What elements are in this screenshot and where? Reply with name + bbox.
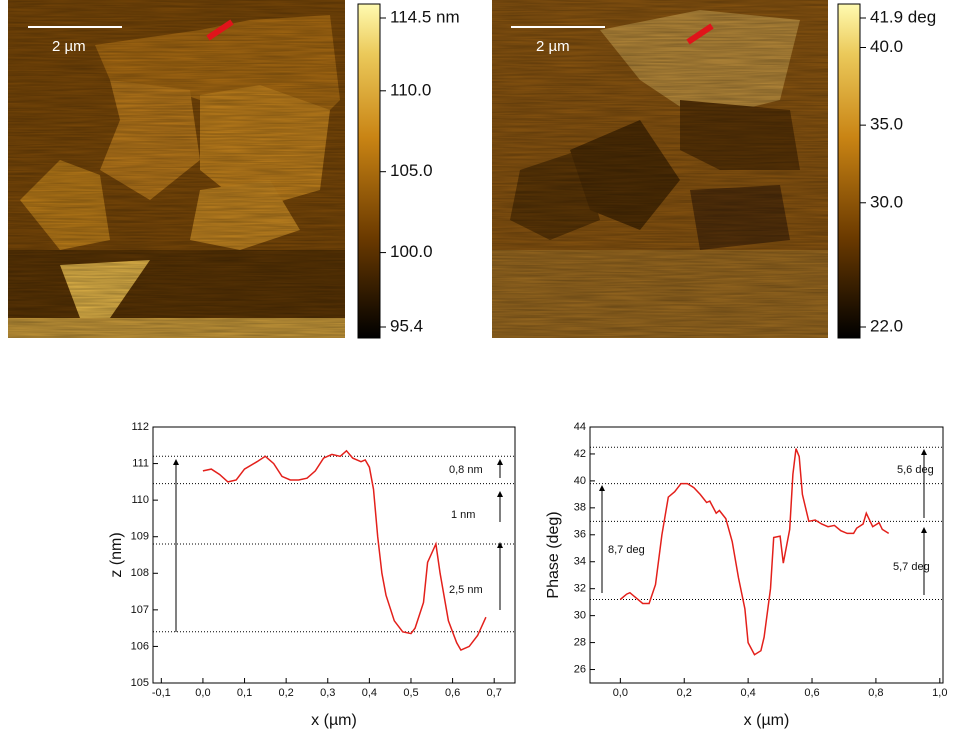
annotation: 0,8 nm	[449, 464, 483, 476]
x-tick-label: -0,1	[152, 687, 171, 699]
annotation: 8,7 deg	[608, 544, 645, 556]
colorbar-tick-label: 22.0	[870, 316, 903, 335]
data-line	[202, 449, 487, 652]
annotation: 5,7 deg	[893, 561, 930, 573]
scale-bar-label: 2 µm	[52, 38, 86, 55]
x-tick-label: 0,5	[403, 687, 418, 699]
colorbar-tick-label: 95.4	[390, 316, 423, 335]
y-tick-label: 110	[131, 494, 149, 506]
y-tick-label: 112	[131, 421, 149, 433]
colorbar-tick-label: 100.0	[390, 242, 433, 261]
x-tick-label: 0,3	[320, 687, 335, 699]
y-tick-label: 111	[132, 457, 149, 469]
x-tick-label: 0,2	[279, 687, 294, 699]
x-tick-label: 0,2	[677, 687, 692, 699]
y-axis-label: z (nm)	[108, 532, 125, 577]
x-axis-label: x (µm)	[311, 712, 357, 729]
y-tick-label: 42	[574, 448, 586, 460]
data-line	[619, 448, 890, 656]
y-tick-label: 109	[131, 531, 149, 543]
x-tick-label: 0,6	[445, 687, 460, 699]
y-axis-label: Phase (deg)	[545, 511, 562, 598]
x-tick-label: 0,7	[487, 687, 502, 699]
colorbar-tick-label: 40.0	[870, 37, 903, 56]
y-tick-label: 40	[574, 475, 586, 487]
x-tick-label: 0,1	[237, 687, 252, 699]
x-tick-label: 0,6	[804, 687, 819, 699]
y-tick-label: 38	[574, 502, 586, 514]
height-image	[8, 0, 345, 338]
annotation: 5,6 deg	[897, 464, 934, 476]
y-tick-label: 28	[574, 636, 586, 648]
x-tick-label: 0,4	[362, 687, 377, 699]
colorbar	[357, 3, 381, 339]
colorbar-tick-label: 30.0	[870, 192, 903, 211]
y-tick-label: 105	[131, 677, 149, 689]
x-tick-label: 0,0	[195, 687, 210, 699]
y-tick-label: 44	[574, 421, 586, 433]
scale-bar-label: 2 µm	[536, 38, 570, 55]
x-tick-label: 0,0	[613, 687, 628, 699]
y-tick-label: 106	[131, 640, 149, 652]
colorbar-tick-label: 110.0	[390, 80, 431, 99]
y-tick-label: 108	[131, 567, 149, 579]
colorbar-tick-label: 114.5 nm	[390, 7, 460, 26]
x-tick-label: 0,4	[740, 687, 755, 699]
x-tick-label: 1,0	[932, 687, 947, 699]
x-tick-label: 0,8	[868, 687, 883, 699]
annotation: 1 nm	[451, 509, 475, 521]
y-tick-label: 30	[574, 610, 586, 622]
colorbar	[837, 3, 861, 339]
y-tick-label: 36	[574, 529, 586, 541]
plot-frame	[589, 426, 944, 684]
plot-frame	[152, 426, 516, 684]
y-tick-label: 26	[574, 663, 586, 675]
colorbar-tick-label: 105.0	[390, 161, 433, 180]
colorbar-tick-label: 41.9 deg	[870, 7, 936, 26]
colorbar-tick-label: 35.0	[870, 115, 903, 134]
y-tick-label: 32	[574, 583, 586, 595]
y-tick-label: 107	[131, 604, 149, 616]
phase-image	[492, 0, 828, 338]
x-axis-label: x (µm)	[744, 712, 790, 729]
y-tick-label: 34	[574, 556, 586, 568]
annotation: 2,5 nm	[449, 584, 483, 596]
